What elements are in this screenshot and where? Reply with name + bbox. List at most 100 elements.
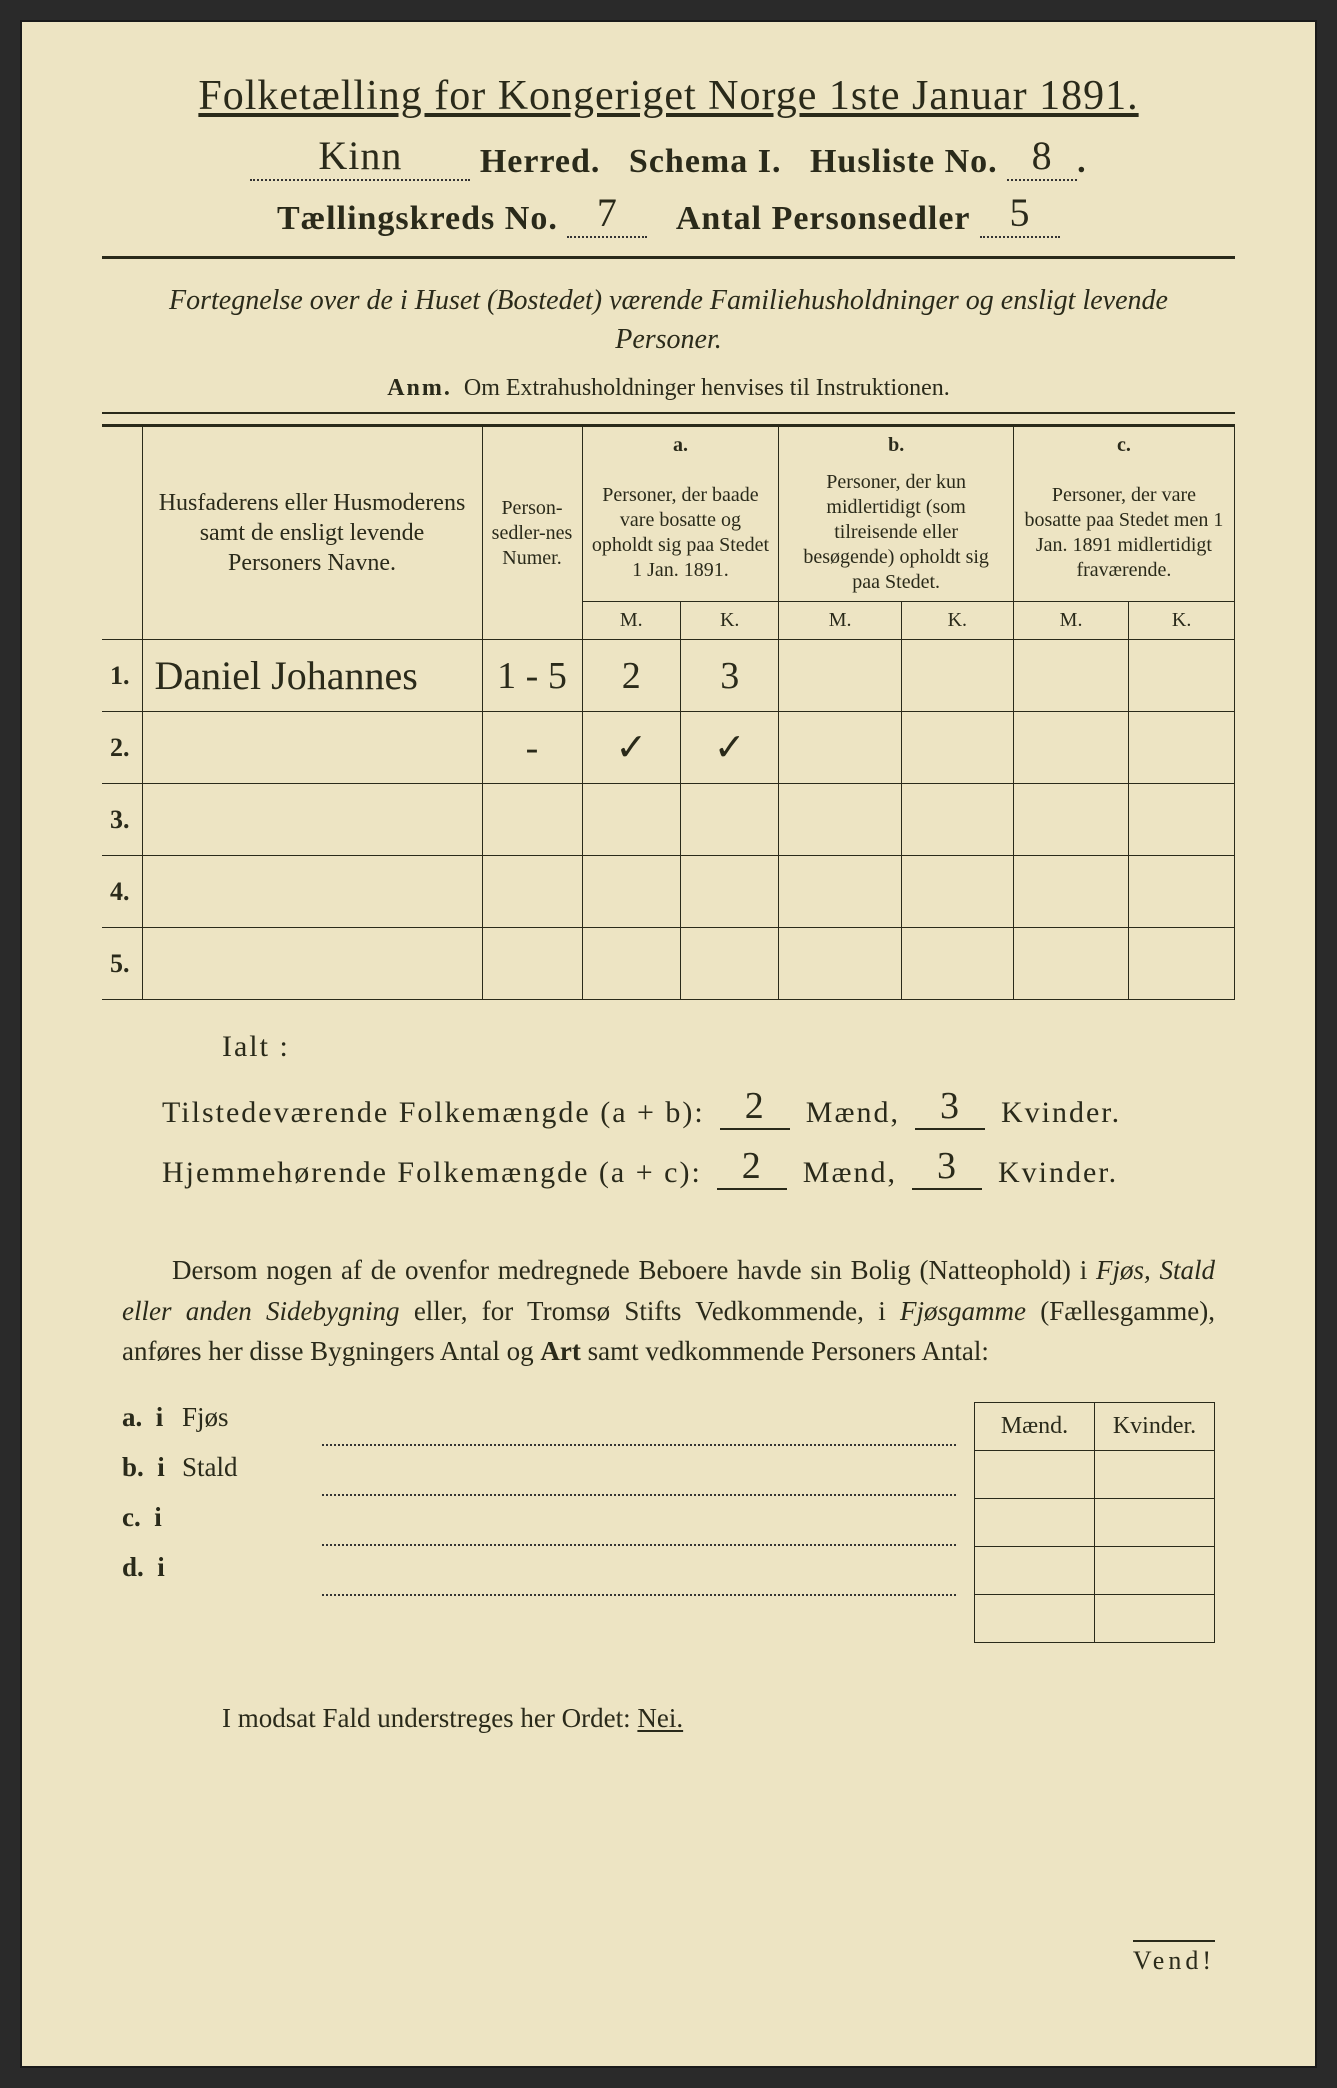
row-b-k <box>901 712 1013 784</box>
anm-text: Om Extrahusholdninger henvises til Instr… <box>464 375 950 401</box>
row-psed: - <box>482 712 582 784</box>
row-number: 1. <box>102 640 142 712</box>
kreds-value: 7 <box>567 189 647 238</box>
col-b-header: Personer, der kun midlertidigt (som tilr… <box>779 464 1013 602</box>
table-row: 1.Daniel Johannes1 - 523 <box>102 640 1235 712</box>
sidebyg-lbl: b. i <box>122 1452 182 1483</box>
sidebyg-kind: Stald <box>182 1452 322 1483</box>
divider <box>102 412 1235 414</box>
sidebyg-row: a. iFjøs <box>122 1402 964 1452</box>
sum2-m: 2 <box>717 1144 787 1190</box>
page-title: Folketælling for Kongeriget Norge 1ste J… <box>102 72 1235 120</box>
herred-value: Kinn <box>250 132 470 181</box>
husliste-label: Husliste No. <box>810 143 998 180</box>
col-numer-header: Person-sedler-nes Numer. <box>482 426 582 640</box>
row-number: 3. <box>102 784 142 856</box>
antal-value: 5 <box>980 189 1060 238</box>
col-b-m: M. <box>779 602 901 640</box>
col-c-k: K. <box>1129 602 1235 640</box>
table-row: 3. <box>102 784 1235 856</box>
col-a-header: Personer, der baade vare bosatte og opho… <box>582 464 779 602</box>
row-c-k <box>1129 784 1235 856</box>
instruction-paragraph: Dersom nogen af de ovenfor medregnede Be… <box>122 1250 1215 1372</box>
row-b-k <box>901 784 1013 856</box>
main-table: Husfaderens eller Husmoderens samt de en… <box>102 424 1235 1000</box>
row-c-m <box>1013 640 1128 712</box>
husliste-value: 8 <box>1007 132 1077 181</box>
row-a-k <box>680 856 778 928</box>
sidebyg-row: c. i <box>122 1502 964 1552</box>
sidebyg-row: d. i <box>122 1552 964 1602</box>
row-psed: 1 - 5 <box>482 640 582 712</box>
sidebyg-lbl: a. i <box>122 1402 182 1433</box>
row-a-k: 3 <box>680 640 778 712</box>
row-b-m <box>779 856 901 928</box>
row-a-m: 2 <box>582 640 680 712</box>
mk-maend: Mænd. <box>975 1402 1095 1450</box>
summary-line-1: Tilstedeværende Folkemængde (a + b): 2 M… <box>162 1084 1235 1130</box>
row-a-k: ✓ <box>680 712 778 784</box>
row-c-m <box>1013 928 1128 1000</box>
row-psed <box>482 928 582 1000</box>
row-b-k <box>901 640 1013 712</box>
anm-label: Anm. <box>387 375 452 401</box>
divider <box>102 256 1235 259</box>
row-name <box>142 856 482 928</box>
annotation-line: Anm. Om Extrahusholdninger henvises til … <box>102 375 1235 402</box>
row-c-k <box>1129 712 1235 784</box>
ialt-label: Ialt : <box>222 1030 1235 1064</box>
row-a-m <box>582 928 680 1000</box>
row-c-k <box>1129 856 1235 928</box>
subtitle: Fortegnelse over de i Huset (Bostedet) v… <box>142 281 1195 359</box>
schema-label: Schema I. <box>629 143 782 180</box>
col-a-k: K. <box>680 602 778 640</box>
row-c-k <box>1129 928 1235 1000</box>
dotted-line <box>322 1444 956 1446</box>
mk-table: Mænd. Kvinder. <box>974 1402 1215 1643</box>
dotted-line <box>322 1594 956 1596</box>
col-b-label: b. <box>779 426 1013 465</box>
row-c-m <box>1013 856 1128 928</box>
row-b-m <box>779 640 901 712</box>
vend-label: Vend! <box>1133 1940 1215 1976</box>
row-psed <box>482 784 582 856</box>
col-c-header: Personer, der vare bosatte paa Stedet me… <box>1013 464 1234 602</box>
nei-line: I modsat Fald understreges her Ordet: Ne… <box>222 1703 1235 1734</box>
sidebyg-row: b. iStald <box>122 1452 964 1502</box>
table-row: 2.-✓✓ <box>102 712 1235 784</box>
nei-word: Nei. <box>637 1703 683 1733</box>
table-row: 5. <box>102 928 1235 1000</box>
sum1-m: 2 <box>720 1084 790 1130</box>
row-c-k <box>1129 640 1235 712</box>
col-c-label: c. <box>1013 426 1234 465</box>
dotted-line <box>322 1494 956 1496</box>
col-a-label: a. <box>582 426 779 465</box>
col-b-k: K. <box>901 602 1013 640</box>
row-name: Daniel Johannes <box>142 640 482 712</box>
table-row: 4. <box>102 856 1235 928</box>
header-line-1: Kinn Herred. Schema I. Husliste No. 8. <box>102 132 1235 181</box>
kreds-label: Tællingskreds No. <box>277 200 558 237</box>
row-a-k <box>680 784 778 856</box>
row-name <box>142 784 482 856</box>
row-b-k <box>901 856 1013 928</box>
row-c-m <box>1013 784 1128 856</box>
row-name <box>142 712 482 784</box>
mk-kvinder: Kvinder. <box>1095 1402 1215 1450</box>
sum1-k: 3 <box>915 1084 985 1130</box>
row-a-k <box>680 928 778 1000</box>
herred-label: Herred. <box>480 143 601 180</box>
row-a-m <box>582 856 680 928</box>
row-b-m <box>779 712 901 784</box>
row-number: 2. <box>102 712 142 784</box>
antal-label: Antal Personsedler <box>676 200 971 237</box>
census-form-page: Folketælling for Kongeriget Norge 1ste J… <box>20 20 1317 2068</box>
col-c-m: M. <box>1013 602 1128 640</box>
row-a-m <box>582 784 680 856</box>
sum2-k: 3 <box>912 1144 982 1190</box>
sidebyg-lbl: d. i <box>122 1552 182 1583</box>
col-names-header: Husfaderens eller Husmoderens samt de en… <box>142 426 482 640</box>
sidebyg-section: a. iFjøsb. iStaldc. id. i Mænd. Kvinder. <box>122 1402 1215 1643</box>
row-number: 4. <box>102 856 142 928</box>
row-b-k <box>901 928 1013 1000</box>
